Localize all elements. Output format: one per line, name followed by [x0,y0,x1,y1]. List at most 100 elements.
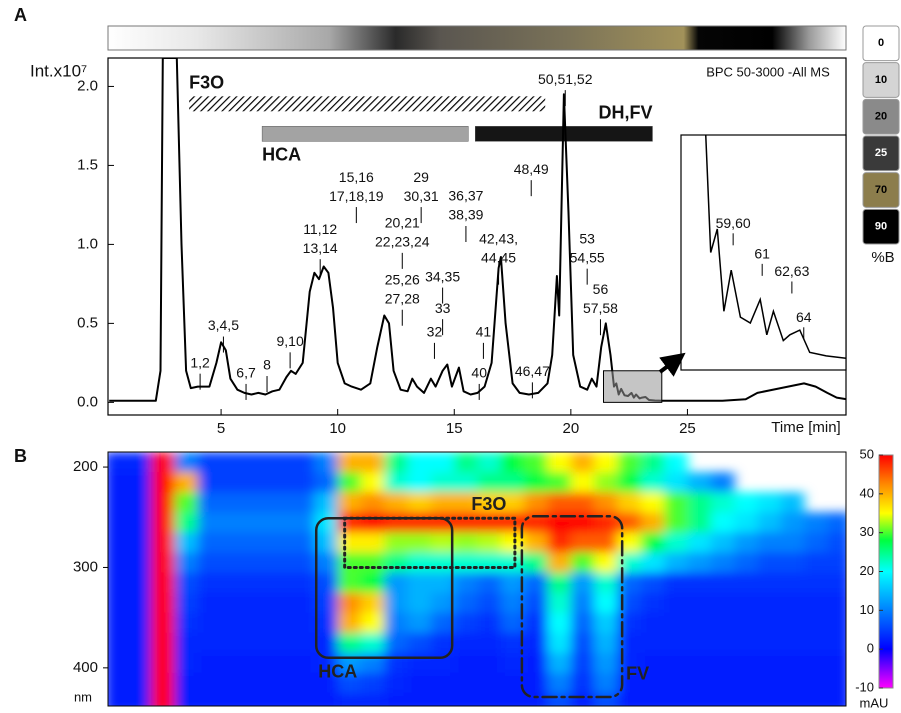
heatmap [108,452,846,706]
heat-cell [360,652,385,674]
heat-cell [664,572,688,594]
heat-cell [360,612,385,634]
heat-cell [664,512,688,533]
heat-cell [314,492,339,513]
heat-cell [827,552,846,573]
heat-cell [244,452,269,473]
heat-cell [454,692,479,706]
heat-cell [547,492,572,513]
heat-cell [244,512,269,533]
heat-cell [384,592,409,614]
heat-cell [524,632,549,654]
heat-cell [221,492,245,513]
inset-trace [704,135,846,360]
heat-cell [267,492,292,513]
heat-cell [127,632,152,654]
colorbar-tick-label: 20 [860,563,874,578]
heat-cell [244,672,269,694]
heat-cell [524,672,549,694]
heat-cell [174,572,199,594]
peak-label: 53 [579,230,595,246]
heat-cell [454,572,479,594]
heat-cell [524,572,549,594]
heat-cell [197,492,222,513]
heat-cell [384,472,409,493]
heat-cell [314,572,339,594]
heat-cell [337,572,362,594]
heat-cell [454,492,479,513]
heat-cell [547,552,572,573]
heat-cell [524,612,549,634]
peak-label: 27,28 [385,290,420,306]
heat-cell [454,532,479,553]
heat-cell [500,532,525,553]
heat-cell [477,672,502,694]
heat-cell [108,532,129,553]
heat-cell [734,652,758,674]
heat-cell [267,672,292,694]
heat-cell [174,472,199,493]
map-frame [107,451,847,707]
region-label: HCA [262,145,301,165]
heat-cell [108,592,129,614]
heat-cell [430,532,455,553]
heat-cell [640,512,665,533]
heat-cell [594,592,618,614]
heat-cell [477,572,502,594]
heat-cell [594,632,618,654]
heat-cell [687,572,712,594]
heatmap-cells [108,452,846,706]
heat-cell [384,612,409,634]
heat-cell [710,572,735,594]
y-tick-label: 1.0 [77,235,98,252]
legend-title: %B [871,249,894,266]
heat-cell [734,492,758,513]
heat-cell [267,652,292,674]
heat-cell [221,512,245,533]
heat-cell [197,592,222,614]
panel-label: B [14,446,27,466]
heat-cell [197,452,222,473]
heat-cell [710,532,735,553]
heat-cell [360,492,385,513]
y-tick-label: 0.5 [77,314,98,331]
heat-cell [174,552,199,573]
heat-cell [827,512,846,533]
peak-label: 36,37 [448,188,483,204]
heat-cell [640,592,665,614]
heat-cell [454,652,479,674]
y-tick-label: 200 [73,458,98,475]
heat-cell [108,632,129,654]
colorbar-tick-label: -10 [855,679,874,694]
heat-cell [197,472,222,493]
heat-cell [617,672,642,694]
legend-swatch [862,62,900,98]
heat-cell [407,692,432,706]
y-tick-label: 400 [73,659,98,676]
heat-cell [360,692,385,706]
heat-cell [407,652,432,674]
heat-cell [804,592,828,614]
peak-label: 50,51,52 [538,71,593,87]
peak-label: 25,26 [385,271,420,287]
heat-cell [757,612,782,634]
heat-cell [151,672,175,694]
heat-cell [547,592,572,614]
heat-cell [407,672,432,694]
heat-cell [780,652,805,674]
peak-label: 57,58 [583,300,618,316]
heat-cell [174,532,199,553]
heat-cell [151,452,175,473]
heat-cell [664,692,688,706]
heat-cell [640,692,665,706]
heat-cell [780,692,805,706]
heat-cell [547,632,572,654]
heat-cell [291,472,315,493]
heat-cell [827,572,846,594]
heat-cell [547,452,572,473]
heat-cell [477,652,502,674]
heat-cell [664,632,688,654]
y-axis-label: Int.x10⁷ [30,61,87,80]
heat-cell [804,572,828,594]
heat-cell [664,472,688,493]
